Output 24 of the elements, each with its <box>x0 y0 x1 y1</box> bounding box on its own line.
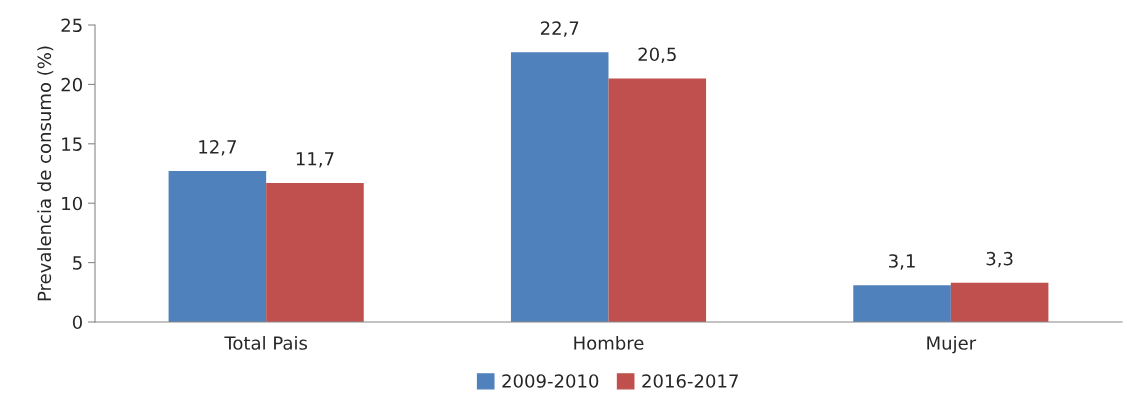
data-label: 11,7 <box>296 152 334 168</box>
data-label: 20,5 <box>638 47 676 63</box>
data-label: 22,7 <box>540 21 579 37</box>
y-tick-label: 15 <box>62 137 82 151</box>
y-tick-label: 5 <box>73 256 82 270</box>
y-tick-label: 25 <box>61 18 82 33</box>
x-tick-label: Total Pais <box>224 335 308 350</box>
bar <box>853 285 951 322</box>
x-tick-label: Hombre <box>574 335 644 350</box>
bar <box>950 282 1049 322</box>
data-label: 12,7 <box>199 140 236 156</box>
legend-label: 2016-2017 <box>642 374 738 388</box>
y-tick-label: 20 <box>61 77 82 92</box>
bar <box>266 183 364 322</box>
data-label: 3,1 <box>889 254 915 270</box>
legend-label: 2009-2010 <box>502 374 599 388</box>
y-tick-label: 0 <box>72 315 82 330</box>
bar <box>608 78 707 322</box>
y-axis-title: Prevalencia de consumo (%) <box>37 46 54 301</box>
bar <box>168 171 267 322</box>
y-tick-label: 10 <box>62 196 82 211</box>
data-label: 3,3 <box>986 251 1013 268</box>
bar <box>510 52 609 322</box>
x-tick-label: Mujer <box>927 335 977 354</box>
